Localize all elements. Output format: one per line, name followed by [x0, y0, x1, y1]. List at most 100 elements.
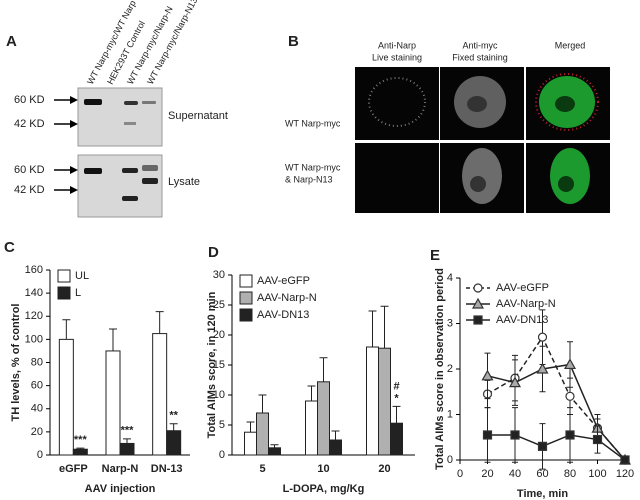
x-tick-label: 80 — [564, 468, 576, 480]
error-bar — [123, 438, 131, 444]
x-tick-label: DN-13 — [151, 463, 183, 475]
series-line — [487, 363, 626, 461]
significance-label: *** — [74, 434, 88, 446]
y-tick-label: 15 — [213, 359, 225, 371]
x-tick-label: 100 — [588, 468, 606, 480]
bar — [119, 442, 135, 456]
bar — [329, 439, 342, 456]
marker — [537, 332, 548, 342]
cell-stain — [368, 77, 426, 127]
y-tick-label: 1 — [447, 408, 453, 420]
band — [124, 122, 136, 125]
legend-label: AAV-DN13 — [496, 314, 548, 326]
marker — [473, 283, 483, 293]
bar — [58, 338, 74, 456]
marker — [537, 441, 548, 451]
blot-label: Supernatant — [168, 110, 228, 122]
row-label: & Narp-N13 — [285, 174, 333, 184]
x-tick-label: Narp-N — [102, 463, 139, 475]
error-bar — [76, 447, 85, 450]
x-tick-label: 0 — [457, 468, 463, 480]
y-tick-label: 3 — [447, 317, 453, 329]
x-tick-label: 20 — [378, 463, 390, 475]
bar — [152, 333, 168, 456]
marker-label: 60 KD — [14, 164, 45, 176]
legend-label: AAV-Narp-N — [257, 292, 317, 304]
cell-nucleus — [555, 96, 575, 112]
band — [142, 178, 158, 184]
bar — [268, 447, 281, 456]
blot — [77, 154, 163, 218]
y-tick-label: 4 — [447, 272, 453, 284]
legend-label: UL — [75, 270, 89, 282]
marker — [592, 434, 603, 445]
significance-label: *** — [121, 425, 135, 437]
marker — [482, 430, 493, 440]
legend-label: AAV-DN13 — [257, 309, 309, 321]
y-axis-label: Total AIMs score, in 120 min — [206, 291, 218, 438]
x-tick-label: 120 — [616, 468, 634, 480]
x-tick-label: 5 — [259, 463, 265, 475]
marker-label: 42 KD — [14, 184, 45, 196]
y-tick-label: 160 — [25, 264, 43, 276]
legend-swatch — [239, 308, 253, 322]
marker-label: 60 KD — [14, 94, 45, 106]
column-header: Live staining — [372, 52, 422, 62]
y-tick-label: 0 — [37, 449, 43, 461]
band — [122, 168, 138, 173]
row-label: WT Narp-myc — [285, 118, 341, 128]
error-bar — [155, 311, 164, 334]
marker — [473, 315, 483, 325]
cell-nucleus — [470, 176, 486, 192]
error-bar — [109, 328, 117, 351]
error-bar — [246, 421, 255, 433]
bar — [105, 350, 121, 456]
bar — [366, 346, 379, 456]
y-tick-label: 0 — [219, 449, 225, 461]
y-tick-label: 140 — [25, 287, 43, 299]
x-axis-label: L-DOPA, mg/Kg — [283, 483, 365, 495]
y-tick-label: 100 — [25, 333, 43, 345]
blot-label: Lysate — [168, 176, 200, 188]
x-tick-label: 60 — [536, 468, 548, 480]
column-header: Anti-myc — [462, 40, 498, 50]
y-tick-label: 0 — [447, 454, 453, 466]
marker — [508, 376, 522, 388]
significance-label: * — [394, 392, 399, 404]
arrows — [54, 99, 72, 191]
y-axis-label: TH levels, % of control — [10, 304, 22, 422]
bar — [256, 412, 269, 456]
panel-label: E — [430, 247, 440, 264]
error-bar — [331, 430, 340, 440]
error-bar — [307, 385, 316, 401]
legend-label: AAV-Narp-N — [496, 298, 556, 310]
band — [122, 196, 138, 201]
x-tick-label: 20 — [481, 468, 493, 480]
legend-swatch — [57, 286, 71, 300]
error-bar — [258, 394, 267, 413]
bar — [317, 381, 330, 456]
marker — [620, 455, 630, 465]
band — [124, 101, 138, 105]
series-line — [487, 335, 626, 461]
marker — [510, 430, 520, 440]
significance-label: ** — [169, 410, 178, 422]
bar — [166, 430, 182, 456]
column-header: Merged — [555, 40, 586, 50]
marker — [565, 430, 575, 440]
y-tick-label: 80 — [31, 356, 43, 368]
marker — [481, 369, 494, 381]
cell-nucleus — [558, 176, 574, 192]
x-tick-label: 10 — [317, 463, 329, 475]
legend-label: AAV-eGFP — [257, 275, 310, 287]
blot — [77, 87, 163, 147]
error-bar — [392, 405, 401, 424]
micrograph — [355, 67, 439, 140]
bar — [305, 400, 318, 456]
panel-label: D — [208, 244, 219, 261]
column-header: Anti-Narp — [378, 40, 416, 50]
bar — [244, 431, 257, 456]
error-bar — [270, 444, 279, 448]
band — [84, 99, 102, 105]
cell-stain — [535, 73, 599, 131]
